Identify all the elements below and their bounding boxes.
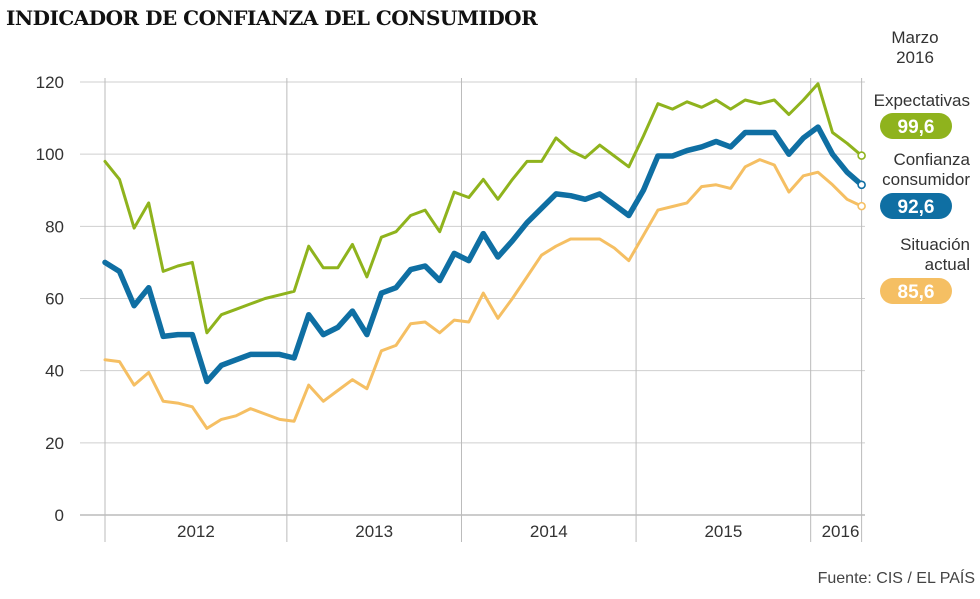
legend-label-line: actual <box>925 255 970 274</box>
legend-value-pill-2 <box>880 193 952 219</box>
series-end-point-1 <box>857 151 866 160</box>
y-tick-label: 100 <box>36 145 64 164</box>
date-label-line: Marzo <box>891 28 938 47</box>
legend-label-line: Situación <box>900 235 970 254</box>
y-tick-label: 40 <box>45 362 64 381</box>
legend-value-3: 85,6 <box>898 282 935 303</box>
legend-value-pill-1 <box>880 113 952 139</box>
y-tick-label: 80 <box>45 217 64 236</box>
legend-label-line: Confianza <box>893 150 970 169</box>
series-line-1 <box>103 82 864 335</box>
x-year-label: 2012 <box>177 522 215 541</box>
legend-value-2: 92,6 <box>898 197 935 218</box>
x-year-label: 2013 <box>355 522 393 541</box>
legend-value-1: 99,6 <box>898 117 935 138</box>
series-end-point-3 <box>857 201 866 211</box>
y-tick-label: 120 <box>36 73 64 92</box>
legend-label-line: Expectativas <box>874 91 970 110</box>
date-label: Marzo 2016 <box>891 28 938 67</box>
chart-series <box>102 82 866 430</box>
y-tick-label: 20 <box>45 434 64 453</box>
chart-legend: Marzo 2016 Expectativas 99,6 Confianza consum… <box>874 28 971 304</box>
x-year-label: 2014 <box>530 522 568 541</box>
series-end-point-2 <box>857 180 866 190</box>
legend-label-1: Expectativas <box>874 91 970 110</box>
date-label-line: 2016 <box>896 48 934 67</box>
legend-label-2: Confianza consumidor <box>882 150 970 189</box>
y-tick-label: 60 <box>45 290 64 309</box>
series-line-2 <box>102 124 865 385</box>
x-year-label: 2016 <box>822 522 860 541</box>
chart-title: INDICADOR DE CONFIANZA DEL CONSUMIDOR <box>6 6 538 30</box>
y-tick-label: 0 <box>55 506 64 525</box>
x-year-label: 2015 <box>704 522 742 541</box>
source-note: Fuente: CIS / EL PAÍS <box>818 568 975 587</box>
legend-label-3: Situación actual <box>900 235 970 274</box>
series-line-3 <box>103 158 864 430</box>
legend-label-line: consumidor <box>882 170 970 189</box>
chart-grid: 0 20 40 60 80 100 120 2012 2013 2014 2015 2016 <box>36 73 865 542</box>
legend-value-pill-3 <box>880 278 952 304</box>
